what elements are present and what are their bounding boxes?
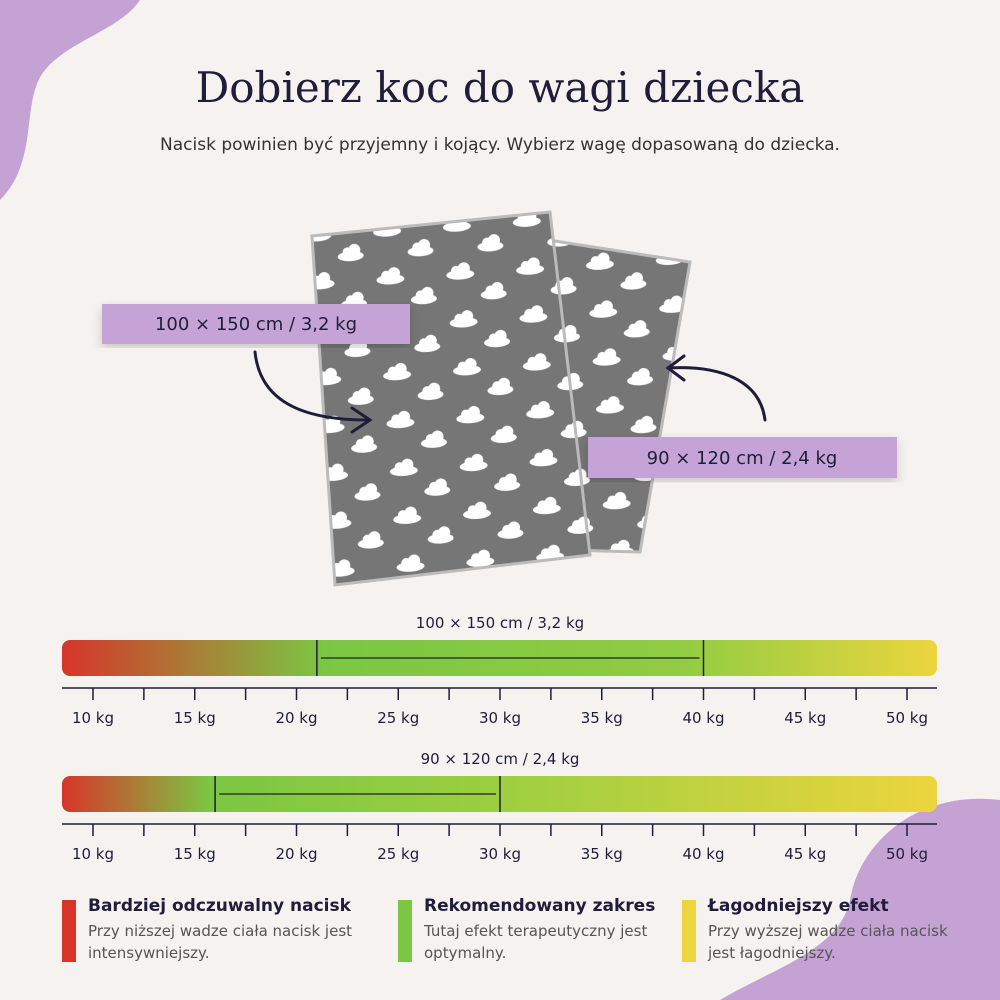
legend-text: Przy wyższej wadze ciała nacisk jest łag… (708, 922, 948, 962)
blob (0, 0, 140, 200)
arrow-head (350, 406, 373, 434)
tick-label: 35 kg (581, 845, 623, 863)
legend-text: Tutaj efekt terapeutyczny jest optymalny… (424, 922, 648, 962)
arrow-head (665, 354, 686, 382)
callout: 100 × 150 cm / 3,2 kg (155, 314, 357, 335)
callout-box (102, 304, 410, 344)
tick-label: 15 kg (174, 709, 216, 727)
tick-label: 20 kg (275, 709, 317, 727)
tick-label: 50 kg (886, 845, 928, 863)
tick-label: 25 kg (377, 709, 419, 727)
blanket (310, 210, 592, 587)
title: Dobierz koc do wagi dziecka (196, 63, 805, 112)
arrow (666, 366, 767, 422)
legend-title: Bardziej odczuwalny nacisk (88, 896, 351, 916)
scale-label: 100 × 150 cm / 3,2 kg (416, 614, 584, 632)
legend-item: Rekomendowany zakres Tutaj efekt terapeut… (424, 896, 694, 964)
tick-label: 40 kg (682, 845, 724, 863)
callout: 90 × 120 cm / 2,4 kg (647, 448, 838, 469)
tick-label: 30 kg (479, 845, 521, 863)
tick-label: 30 kg (479, 709, 521, 727)
tick-label: 10 kg (72, 709, 114, 727)
legend-title: Łagodniejszy efekt (708, 896, 889, 916)
callout-box (588, 437, 897, 478)
legend-swatch (62, 900, 76, 962)
blob (720, 798, 1000, 1000)
tick-label: 45 kg (784, 709, 826, 727)
legend-swatch (398, 900, 412, 962)
tick-label: 20 kg (275, 845, 317, 863)
tick-label: 45 kg (784, 845, 826, 863)
tick-label: 40 kg (682, 709, 724, 727)
scale-label: 90 × 120 cm / 2,4 kg (421, 750, 580, 768)
tick-label: 35 kg (581, 709, 623, 727)
legend-item: Łagodniejszy efekt Przy wyższej wadze cia… (708, 896, 978, 964)
tick-label: 15 kg (174, 845, 216, 863)
tick-label: 25 kg (377, 845, 419, 863)
subtitle: Nacisk powinien być przyjemny i kojący. … (160, 135, 840, 155)
tick-label: 10 kg (72, 845, 114, 863)
legend-title: Rekomendowany zakres (424, 896, 656, 916)
legend-text: Przy niższej wadze ciała nacisk jest int… (88, 922, 353, 962)
legend-swatch (682, 900, 696, 962)
tick-label: 50 kg (886, 709, 928, 727)
legend-item: Bardziej odczuwalny nacisk Przy niższej w… (88, 896, 358, 964)
arrow (253, 350, 370, 422)
